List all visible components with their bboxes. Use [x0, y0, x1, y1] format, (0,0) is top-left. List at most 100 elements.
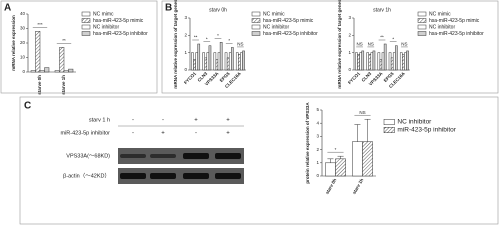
condition-sign: - — [132, 118, 134, 124]
panel-label: B — [165, 3, 172, 14]
band — [183, 153, 209, 159]
significance-label: * — [217, 33, 219, 38]
bar — [370, 52, 374, 71]
bar — [372, 50, 376, 71]
bar — [379, 59, 383, 71]
significance-label: NS — [401, 42, 407, 47]
bar — [219, 42, 223, 71]
significance-label: * — [206, 36, 208, 41]
legend-label: NC inhibitor — [263, 24, 289, 30]
condition-sign: - — [132, 131, 134, 137]
band-label: VPS33A(～68KD) — [66, 153, 110, 159]
x-tick-label: starv 0h — [324, 177, 337, 195]
panel-frame — [19, 96, 499, 225]
condition-label: miR-423-5p inhibitor — [60, 130, 110, 136]
bar — [352, 141, 363, 177]
legend-label: hsa-miR-423-5p mimic — [263, 18, 314, 24]
condition-label: starv 1 h — [89, 117, 110, 123]
y-tick-label: 10 — [20, 55, 26, 60]
condition-sign: + — [161, 131, 165, 137]
bar — [388, 52, 392, 71]
y-tick-label: 2 — [184, 33, 187, 38]
legend-label: hsa-miR-423-5p mimic — [93, 18, 144, 24]
bar — [362, 141, 373, 177]
significance-label: ** — [62, 38, 66, 43]
bar — [204, 57, 208, 71]
chart-title: starv 0h — [209, 7, 227, 13]
legend-swatch — [417, 18, 427, 23]
legend-label: hsa-miR-423-5p inhibitor — [263, 31, 318, 37]
band — [215, 153, 241, 159]
bar — [215, 59, 219, 71]
condition-sign: + — [194, 118, 198, 124]
bar — [30, 70, 36, 73]
bar — [402, 54, 405, 71]
legend-swatch — [417, 24, 427, 30]
bar — [325, 162, 336, 177]
y-tick-label: 5 — [316, 107, 319, 112]
bar — [231, 47, 234, 71]
x-tick-label: FYCO1 — [183, 71, 197, 85]
bar — [213, 52, 217, 71]
band — [183, 173, 209, 179]
bar — [217, 52, 221, 71]
condition-sign: + — [226, 131, 230, 137]
bar — [355, 52, 358, 71]
bar — [197, 43, 201, 71]
significance-label: NS — [237, 42, 243, 47]
error-bar — [337, 155, 344, 159]
error-bar — [364, 118, 371, 142]
x-tick-label: starv 1h — [351, 177, 364, 195]
y-axis-label: mRNA relative expression of target genes — [173, 0, 178, 89]
legend-label: hsa-miR-423-5p mimic — [429, 18, 480, 24]
panel-frame — [161, 0, 499, 94]
y-tick-label: 3 — [316, 134, 319, 139]
y-axis-label: mRNA relative expression of target genes — [337, 0, 342, 89]
y-tick-label: 2 — [316, 147, 319, 152]
legend-swatch — [251, 11, 261, 17]
bar — [242, 50, 245, 71]
band-label: β-actin（～42KD） — [63, 172, 110, 179]
legend-label: NC inhibitor — [429, 24, 455, 30]
y-tick-label: 20 — [20, 40, 26, 45]
bar — [377, 52, 381, 71]
panel-label: C — [24, 101, 31, 112]
western-blot: starv 1 h - - + + miR-423-5p inhibitor - + - + VPS… — [60, 117, 244, 184]
legend-label: NC mimic — [429, 11, 451, 17]
legend-label: hsa-miR-423-5p inhibitor — [429, 31, 484, 37]
y-tick-label: 40 — [20, 11, 26, 16]
y-tick-label: 0 — [348, 67, 351, 72]
legend-swatch — [81, 18, 91, 23]
band — [215, 173, 241, 179]
bar — [240, 52, 243, 71]
condition-sign: - — [162, 118, 164, 124]
band — [120, 154, 146, 158]
y-tick-label: 2 — [348, 33, 351, 38]
bar — [359, 52, 362, 71]
bar — [35, 31, 41, 73]
bar — [361, 50, 365, 71]
legend-swatch — [81, 11, 91, 17]
bar — [54, 70, 60, 73]
bar — [44, 67, 50, 73]
legend-swatch — [251, 24, 261, 30]
bar — [368, 54, 372, 71]
legend-label: miR-423-5p inhibitor — [397, 127, 456, 134]
bar — [68, 68, 74, 73]
blot-strip — [118, 168, 244, 184]
y-tick-label: 3 — [348, 15, 351, 20]
condition-sign: + — [226, 118, 230, 124]
bar — [357, 54, 360, 71]
significance-label: NS — [368, 42, 374, 47]
legend-label: NC inhibitor — [397, 119, 432, 126]
legend-swatch — [383, 119, 395, 125]
y-tick-label: 4 — [316, 120, 319, 125]
band — [150, 173, 176, 179]
significance-label: * — [335, 147, 337, 152]
legend-swatch — [251, 18, 261, 23]
significance-label: * — [392, 36, 394, 41]
x-tick-label: starve 0h — [37, 75, 42, 95]
legend-swatch — [383, 127, 395, 133]
bar — [366, 52, 369, 71]
significance-label: ** — [380, 35, 384, 40]
